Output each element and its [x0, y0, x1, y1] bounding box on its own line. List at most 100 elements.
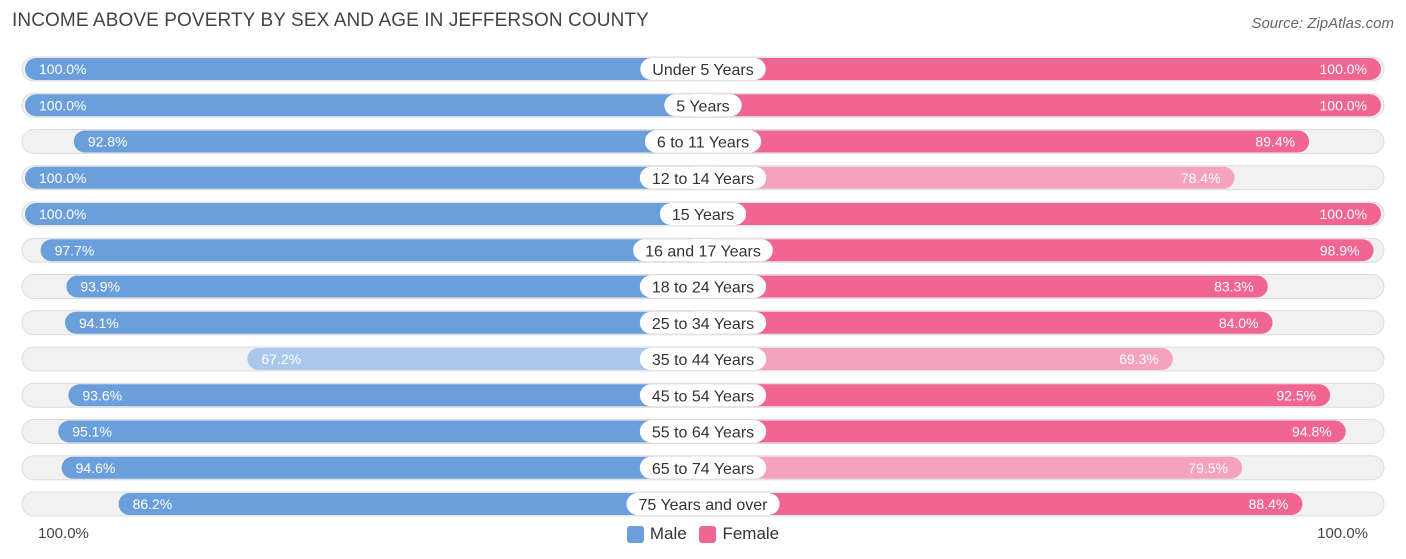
category-label: 18 to 24 Years — [652, 280, 754, 297]
butterfly-chart: 100.0% 100.0% Under 5 Years 100.0% 100.0% 5 Y… — [21, 56, 1385, 517]
male-bar — [118, 493, 703, 515]
chart-row: 86.2% 88.4% 75 Years and over — [21, 491, 1385, 517]
female-value-label: 92.5% — [1276, 387, 1316, 403]
category-pill — [639, 166, 767, 189]
female-bar — [703, 166, 1235, 189]
female-value-label: 69.3% — [1119, 351, 1159, 367]
female-value-label: 88.4% — [1249, 496, 1289, 512]
category-pill — [640, 58, 766, 80]
female-value-label: 100.0% — [1320, 97, 1367, 113]
male-value-label: 94.1% — [79, 315, 119, 331]
male-bar — [25, 58, 703, 80]
category-pill — [659, 203, 747, 225]
male-bar — [25, 166, 703, 189]
male-value-label: 100.0% — [39, 61, 86, 77]
male-value-label: 67.2% — [261, 351, 301, 367]
female-bar — [703, 493, 1303, 515]
female-bar — [703, 275, 1268, 298]
female-value-label: 89.4% — [1255, 134, 1295, 150]
chart-row: 97.7% 98.9% 16 and 17 Years — [21, 237, 1385, 263]
male-bar — [66, 275, 703, 298]
male-value-label: 97.7% — [55, 242, 95, 258]
male-value-label: 93.6% — [82, 387, 122, 403]
chart-row: 67.2% 69.3% 35 to 44 Years — [21, 346, 1385, 372]
female-value-label: 79.5% — [1188, 460, 1228, 476]
male-value-label: 100.0% — [39, 97, 86, 113]
axis-label-right: 100.0% — [1317, 525, 1368, 542]
male-value-label: 100.0% — [39, 170, 86, 186]
legend-item-male[interactable]: Male — [626, 524, 687, 544]
female-value-label: 100.0% — [1320, 206, 1367, 222]
category-pill — [626, 493, 780, 515]
legend-swatch-male — [626, 525, 644, 543]
category-pill — [633, 239, 773, 262]
male-bar — [25, 203, 703, 225]
chart-row: 93.6% 92.5% 45 to 54 Years — [21, 382, 1385, 408]
legend-label-female: Female — [722, 524, 780, 543]
female-bar — [703, 203, 1381, 225]
male-bar — [25, 94, 703, 117]
category-label: 15 Years — [672, 207, 734, 224]
male-value-label: 94.6% — [76, 460, 116, 476]
category-label: 25 to 34 Years — [652, 316, 754, 333]
chart-row: 100.0% 100.0% 5 Years — [21, 92, 1385, 118]
female-value-label: 100.0% — [1320, 61, 1367, 77]
category-pill — [664, 94, 742, 117]
female-bar — [703, 348, 1173, 370]
chart-row: 95.1% 94.8% 55 to 64 Years — [21, 419, 1385, 444]
category-label: 16 and 17 Years — [645, 243, 761, 260]
female-bar — [703, 311, 1273, 334]
category-pill — [639, 275, 767, 298]
female-bar — [703, 130, 1310, 153]
female-bar — [703, 456, 1243, 479]
chart-row: 100.0% 100.0% Under 5 Years — [21, 56, 1385, 82]
category-pill — [644, 130, 762, 153]
male-value-label: 92.8% — [88, 134, 128, 150]
category-label: 6 to 11 Years — [657, 135, 749, 152]
chart-row: 100.0% 78.4% 12 to 14 Years — [21, 165, 1385, 191]
male-value-label: 86.2% — [133, 496, 173, 512]
category-label: 45 to 54 Years — [652, 388, 754, 405]
category-label: 75 Years and over — [639, 497, 769, 514]
category-pill — [639, 420, 767, 443]
female-bar — [703, 94, 1381, 117]
male-bar — [40, 239, 704, 262]
male-bar — [65, 311, 703, 334]
category-label: 5 Years — [676, 98, 729, 115]
category-pill — [639, 311, 767, 334]
male-bar — [247, 348, 703, 370]
axis-label-left: 100.0% — [38, 525, 89, 542]
chart-title: INCOME ABOVE POVERTY BY SEX AND AGE IN J… — [12, 10, 649, 31]
category-pill — [639, 456, 767, 479]
legend-swatch-female — [699, 525, 717, 543]
male-bar — [58, 420, 704, 443]
legend-item-female[interactable]: Female — [699, 524, 779, 544]
category-label: 55 to 64 Years — [652, 425, 754, 442]
category-label: 35 to 44 Years — [652, 352, 754, 369]
female-value-label: 83.3% — [1214, 279, 1254, 295]
female-value-label: 98.9% — [1320, 242, 1360, 258]
chart-row: 93.9% 83.3% 18 to 24 Years — [21, 274, 1385, 299]
female-bar — [703, 58, 1381, 80]
chart-row: 94.6% 79.5% 65 to 74 Years — [21, 455, 1385, 481]
female-value-label: 94.8% — [1292, 424, 1332, 440]
female-bar — [703, 384, 1331, 407]
male-bar — [68, 384, 704, 407]
male-bar — [73, 130, 704, 153]
chart-row: 92.8% 89.4% 6 to 11 Years — [21, 129, 1385, 154]
female-bar — [703, 239, 1374, 262]
chart-row: 100.0% 100.0% 15 Years — [21, 201, 1385, 227]
category-pill — [639, 348, 767, 370]
male-value-label: 100.0% — [39, 206, 86, 222]
chart-row: 94.1% 84.0% 25 to 34 Years — [21, 310, 1385, 336]
female-value-label: 78.4% — [1181, 170, 1221, 186]
category-label: 12 to 14 Years — [652, 171, 754, 188]
legend: Male Female — [0, 524, 1406, 548]
female-bar — [703, 420, 1346, 443]
category-pill — [639, 384, 767, 407]
male-value-label: 93.9% — [80, 279, 120, 295]
category-label: Under 5 Years — [652, 62, 753, 79]
male-value-label: 95.1% — [72, 424, 112, 440]
category-label: 65 to 74 Years — [652, 461, 754, 478]
source-label: Source: ZipAtlas.com — [1251, 15, 1394, 32]
